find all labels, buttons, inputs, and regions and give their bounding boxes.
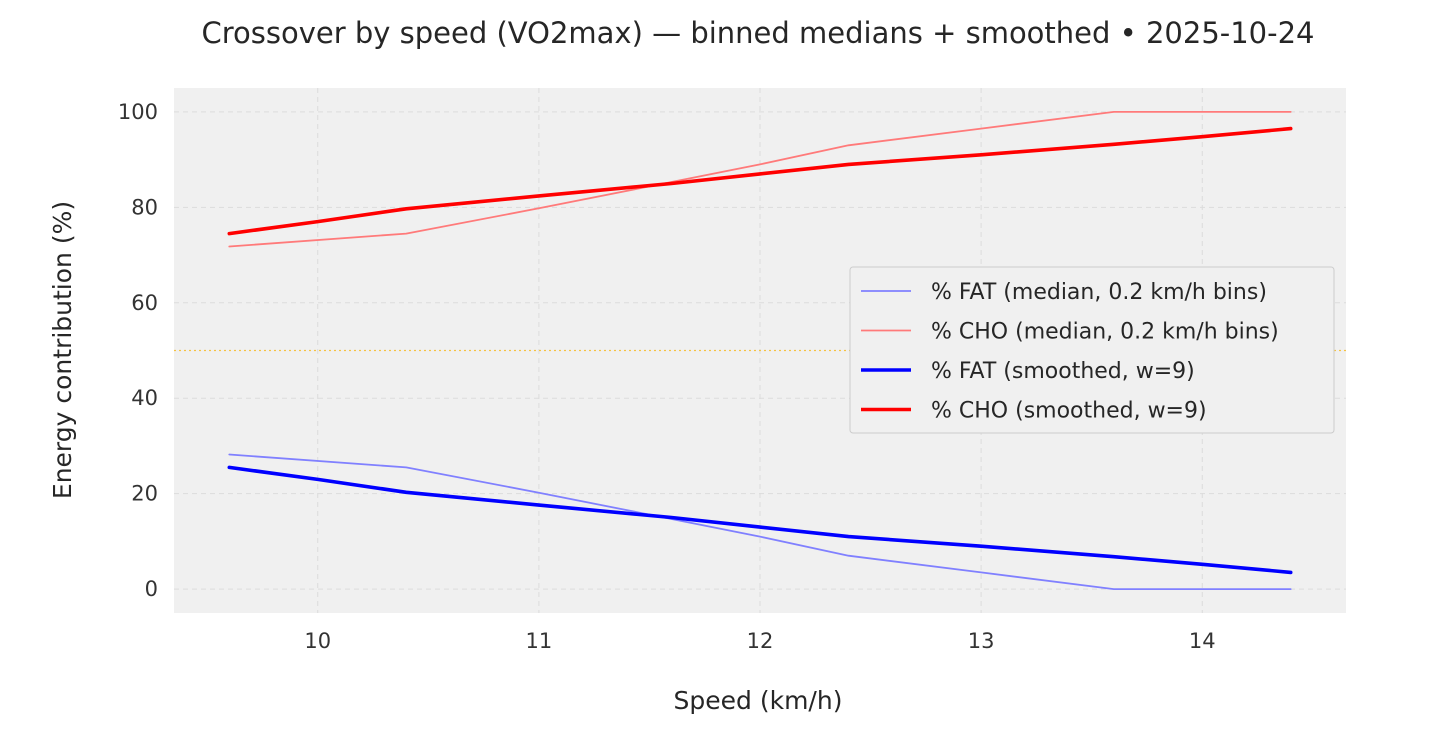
x-tick-label: 11 (526, 629, 553, 653)
series-line-4 (227, 126, 1293, 236)
legend-label: % CHO (median, 0.2 km/h bins) (931, 320, 1279, 345)
legend: % FAT (median, 0.2 km/h bins) % CHO (medi… (849, 266, 1335, 434)
series-line-3 (227, 465, 1293, 575)
legend-label: % CHO (smoothed, w=9) (931, 399, 1207, 424)
x-tick-label: 13 (968, 629, 995, 653)
legend-label: % FAT (smoothed, w=9) (931, 359, 1195, 384)
legend-label: % FAT (median, 0.2 km/h bins) (931, 280, 1267, 305)
tick-labels: 10 11 12 13 14 0 20 40 60 80 100 (118, 100, 1216, 653)
series-line-1 (228, 453, 1292, 590)
y-tick-label: 80 (131, 195, 158, 219)
series-group (227, 111, 1293, 590)
y-tick-label: 40 (131, 386, 158, 410)
x-axis-label: Speed (km/h) (674, 686, 843, 715)
y-tick-label: 20 (131, 482, 158, 506)
y-tick-label: 60 (131, 291, 158, 315)
legend-box (849, 266, 1335, 434)
x-tick-label: 14 (1189, 629, 1216, 653)
chart-title: Crossover by speed (VO2max) — binned med… (201, 16, 1314, 50)
series-line-2 (228, 111, 1292, 248)
y-tick-label: 0 (145, 577, 158, 601)
y-axis-label: Energy contribution (%) (48, 201, 77, 499)
x-tick-label: 10 (304, 629, 331, 653)
y-tick-label: 100 (118, 100, 158, 124)
x-tick-label: 12 (747, 629, 774, 653)
